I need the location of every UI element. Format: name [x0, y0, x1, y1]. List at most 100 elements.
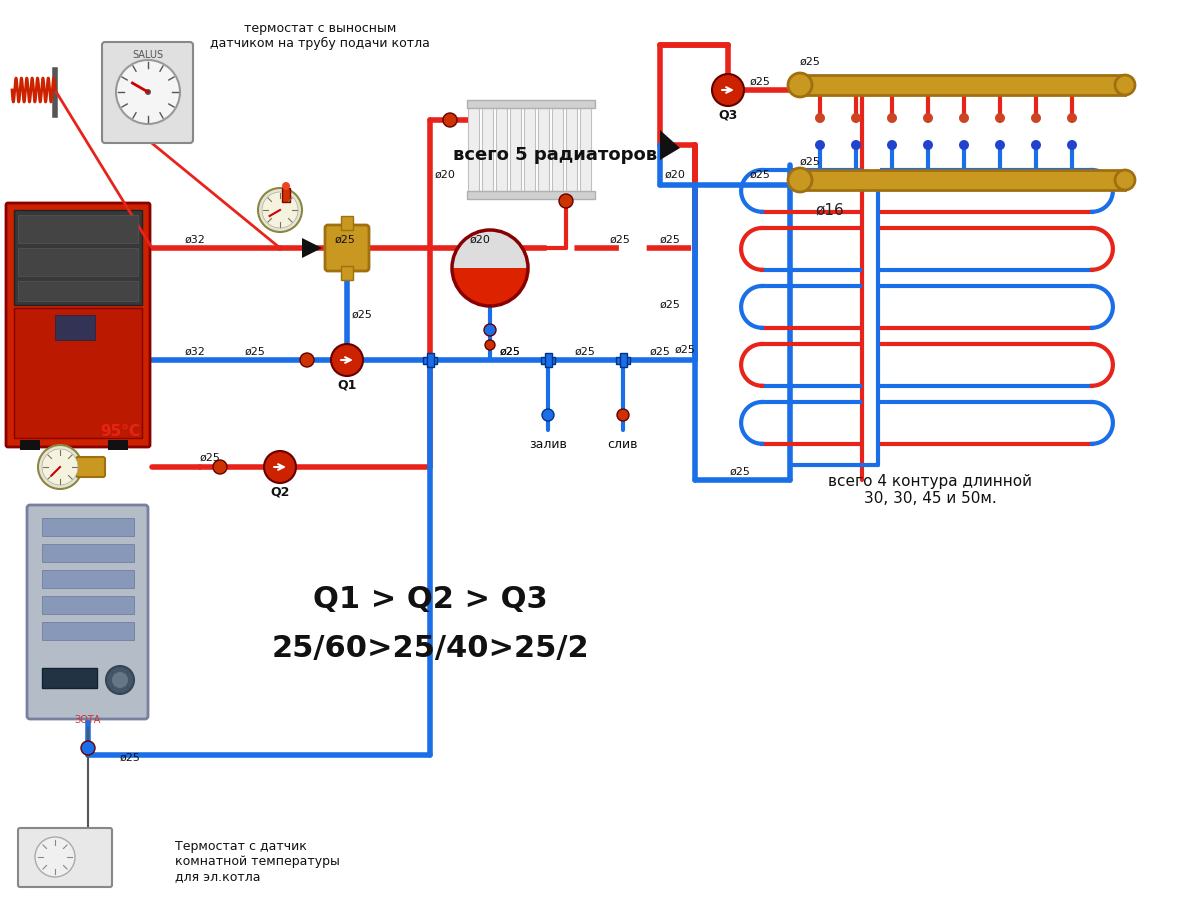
- Text: ø25: ø25: [120, 753, 140, 763]
- Circle shape: [1115, 170, 1135, 190]
- Text: ø25: ø25: [659, 300, 680, 310]
- Circle shape: [145, 89, 151, 95]
- Bar: [20, 440, 40, 450]
- Circle shape: [484, 324, 496, 336]
- FancyBboxPatch shape: [325, 225, 369, 271]
- Bar: [42, 622, 134, 640]
- Circle shape: [258, 188, 302, 232]
- Text: термостат с выносным
датчиком на трубу подачи котла: термостат с выносным датчиком на трубу п…: [210, 22, 430, 50]
- Bar: [42, 544, 134, 562]
- Bar: [341, 266, 353, 280]
- Circle shape: [82, 741, 95, 755]
- Text: ЗОТА: ЗОТА: [74, 715, 101, 725]
- Circle shape: [542, 409, 554, 421]
- Circle shape: [263, 192, 299, 228]
- FancyBboxPatch shape: [18, 828, 112, 887]
- Polygon shape: [302, 238, 323, 258]
- Circle shape: [35, 837, 76, 877]
- Circle shape: [923, 113, 933, 123]
- FancyBboxPatch shape: [28, 505, 147, 719]
- Bar: [580, 102, 591, 197]
- Circle shape: [1031, 140, 1041, 150]
- FancyBboxPatch shape: [76, 457, 106, 477]
- Circle shape: [887, 113, 897, 123]
- Wedge shape: [453, 268, 528, 305]
- Circle shape: [851, 113, 861, 123]
- Bar: [566, 102, 577, 197]
- Bar: [18, 215, 138, 243]
- Circle shape: [1115, 75, 1135, 95]
- Circle shape: [923, 140, 933, 150]
- Bar: [18, 281, 138, 301]
- Text: ø25: ø25: [574, 347, 596, 357]
- Circle shape: [300, 353, 314, 367]
- Text: 25/60>25/40>25/2: 25/60>25/40>25/2: [271, 634, 589, 662]
- Bar: [468, 102, 478, 197]
- Text: ø25: ø25: [749, 77, 770, 87]
- Bar: [14, 308, 141, 438]
- Text: ø25: ø25: [245, 347, 265, 357]
- Circle shape: [788, 168, 812, 192]
- Circle shape: [959, 113, 969, 123]
- Bar: [552, 102, 564, 197]
- FancyBboxPatch shape: [102, 42, 193, 143]
- Text: ø25: ø25: [800, 157, 821, 167]
- Text: ø25: ø25: [353, 310, 373, 320]
- Bar: [538, 102, 549, 197]
- Text: Q1 > Q2 > Q3: Q1 > Q2 > Q3: [313, 586, 547, 615]
- Bar: [524, 102, 535, 197]
- Text: ø25: ø25: [659, 235, 680, 245]
- Bar: [427, 353, 434, 367]
- Circle shape: [995, 140, 1005, 150]
- Circle shape: [788, 73, 812, 97]
- Text: ø20: ø20: [435, 170, 456, 180]
- Bar: [108, 440, 128, 450]
- Circle shape: [486, 340, 495, 350]
- Bar: [616, 357, 629, 364]
- Circle shape: [282, 182, 290, 190]
- Text: ø25: ø25: [749, 170, 770, 180]
- Circle shape: [815, 113, 825, 123]
- Text: Q2: Q2: [270, 485, 290, 499]
- Circle shape: [1031, 113, 1041, 123]
- Bar: [341, 216, 353, 230]
- Bar: [800, 75, 1125, 95]
- Text: ø25: ø25: [729, 467, 751, 477]
- Bar: [466, 100, 595, 108]
- Bar: [302, 246, 305, 250]
- Text: Q3: Q3: [718, 109, 737, 122]
- Text: слив: слив: [608, 438, 638, 452]
- Text: 95°C: 95°C: [100, 425, 140, 439]
- Bar: [800, 170, 1125, 190]
- Text: SALUS: SALUS: [132, 50, 163, 60]
- Circle shape: [42, 449, 78, 485]
- Bar: [42, 668, 97, 688]
- Circle shape: [442, 113, 457, 127]
- Text: всего 5 радиаторов: всего 5 радиаторов: [453, 146, 657, 164]
- Bar: [541, 357, 555, 364]
- Circle shape: [815, 140, 825, 150]
- Text: ø16: ø16: [815, 202, 844, 218]
- Circle shape: [995, 113, 1005, 123]
- Bar: [496, 102, 507, 197]
- Text: ø25: ø25: [650, 347, 670, 357]
- Circle shape: [851, 140, 861, 150]
- Bar: [18, 248, 138, 276]
- Text: ø25: ø25: [609, 235, 631, 245]
- Bar: [42, 518, 134, 536]
- Circle shape: [559, 194, 573, 208]
- Circle shape: [959, 140, 969, 150]
- FancyBboxPatch shape: [6, 203, 150, 447]
- Circle shape: [38, 445, 82, 489]
- Text: ø25: ø25: [674, 345, 695, 355]
- Circle shape: [106, 666, 134, 694]
- Bar: [14, 210, 141, 305]
- Circle shape: [264, 451, 296, 483]
- Text: ø25: ø25: [500, 347, 520, 357]
- Circle shape: [887, 140, 897, 150]
- Circle shape: [112, 672, 128, 688]
- Bar: [42, 596, 134, 614]
- Bar: [55, 315, 95, 340]
- Text: ø20: ø20: [470, 235, 490, 245]
- Circle shape: [1067, 113, 1077, 123]
